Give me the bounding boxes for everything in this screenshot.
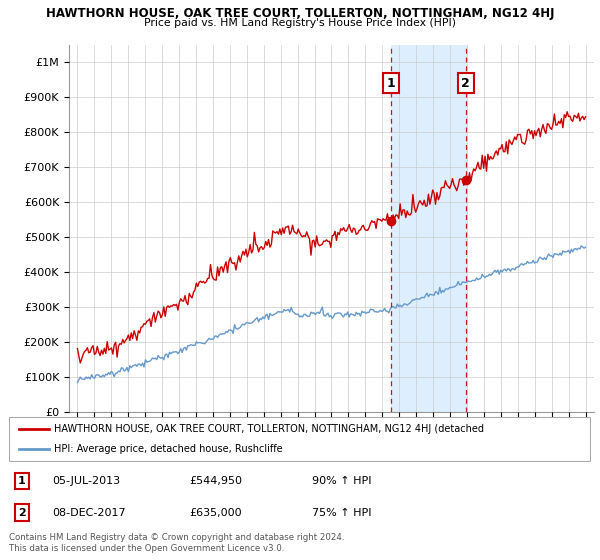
Text: 08-DEC-2017: 08-DEC-2017 — [53, 508, 126, 517]
Text: HAWTHORN HOUSE, OAK TREE COURT, TOLLERTON, NOTTINGHAM, NG12 4HJ: HAWTHORN HOUSE, OAK TREE COURT, TOLLERTO… — [46, 7, 554, 20]
Text: Price paid vs. HM Land Registry's House Price Index (HPI): Price paid vs. HM Land Registry's House … — [144, 18, 456, 28]
Bar — [391, 45, 466, 412]
Text: 2: 2 — [461, 77, 470, 90]
Text: £635,000: £635,000 — [190, 508, 242, 517]
Text: 1: 1 — [18, 476, 26, 486]
Text: 75% ↑ HPI: 75% ↑ HPI — [311, 508, 371, 517]
Text: 05-JUL-2013: 05-JUL-2013 — [53, 476, 121, 486]
Text: 2: 2 — [18, 508, 26, 517]
Text: Contains HM Land Registry data © Crown copyright and database right 2024.
This d: Contains HM Land Registry data © Crown c… — [9, 533, 344, 553]
Text: £544,950: £544,950 — [190, 476, 242, 486]
Text: 1: 1 — [386, 77, 395, 90]
Text: 90% ↑ HPI: 90% ↑ HPI — [311, 476, 371, 486]
Text: HPI: Average price, detached house, Rushcliffe: HPI: Average price, detached house, Rush… — [55, 444, 283, 454]
Text: HAWTHORN HOUSE, OAK TREE COURT, TOLLERTON, NOTTINGHAM, NG12 4HJ (detached: HAWTHORN HOUSE, OAK TREE COURT, TOLLERTO… — [55, 424, 484, 434]
